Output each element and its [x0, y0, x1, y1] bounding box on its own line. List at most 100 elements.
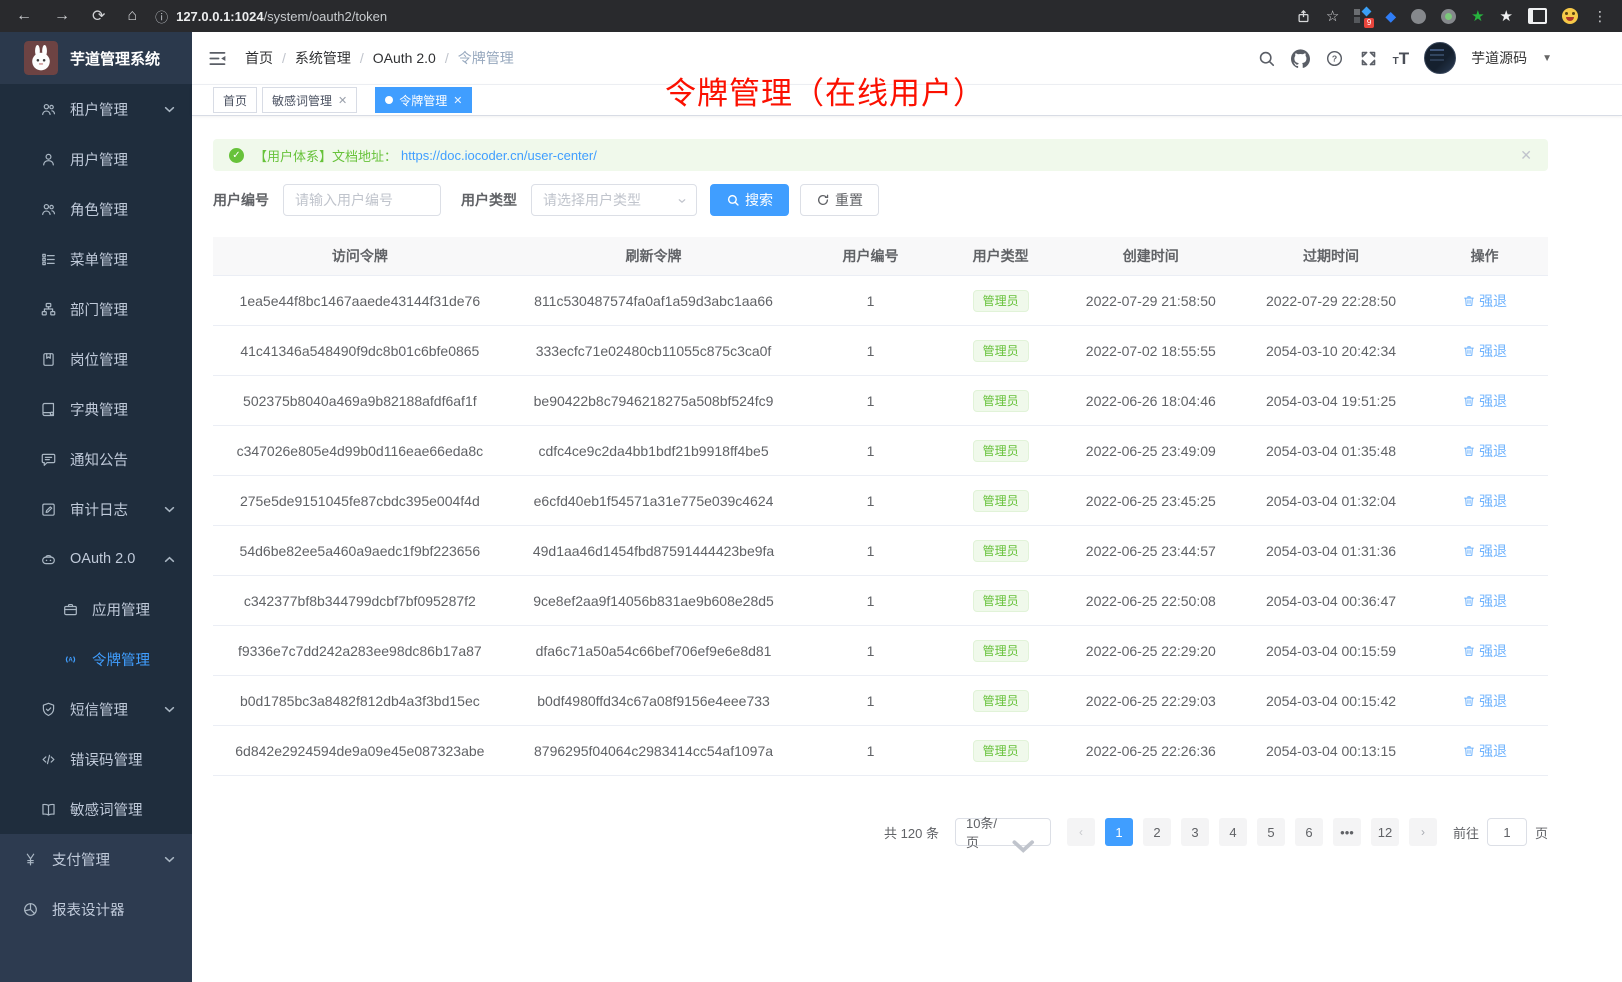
- breadcrumb-item[interactable]: 系统管理: [294, 50, 351, 66]
- browser-forward-button[interactable]: →: [54, 7, 70, 24]
- browser-reload-button[interactable]: ⟳: [92, 8, 106, 25]
- sidebar-item-错误码管理[interactable]: 错误码管理: [0, 734, 192, 784]
- browser-back-button[interactable]: ←: [16, 7, 32, 24]
- sidebar-item-label: 岗位管理: [70, 352, 128, 369]
- force-logout-button[interactable]: 强退: [1462, 591, 1507, 611]
- app-logo[interactable]: 芋道管理系统: [0, 32, 192, 84]
- sidebar-item-字典管理[interactable]: 字典管理: [0, 384, 192, 434]
- sidebar-item-租户管理[interactable]: 租户管理: [0, 84, 192, 134]
- page-button-6[interactable]: 6: [1294, 818, 1323, 846]
- browser-menu-icon[interactable]: ⋮: [1593, 7, 1608, 24]
- address-bar[interactable]: ⓘ 127.0.0.1:1024/system/oauth2/token: [155, 7, 1282, 26]
- page-size-select[interactable]: 10条/页: [954, 816, 1051, 853]
- page-button-2[interactable]: 2: [1142, 818, 1171, 846]
- breadcrumb-separator: /: [444, 50, 449, 66]
- refresh-token-cell: 811c530487574fa0af1a59d3abc1aa66: [506, 275, 801, 326]
- collapse-sidebar-icon[interactable]: [207, 48, 228, 69]
- page-button-12[interactable]: 12: [1370, 818, 1399, 846]
- reset-button[interactable]: 重置: [800, 184, 879, 216]
- more-pages-button[interactable]: •••: [1332, 818, 1361, 846]
- extension-record-icon[interactable]: [1441, 8, 1457, 24]
- extension-dot-icon[interactable]: [1411, 8, 1427, 24]
- force-logout-button[interactable]: 强退: [1462, 541, 1507, 561]
- bookmark-star-icon[interactable]: ☆: [1325, 8, 1340, 25]
- user-id-cell: 1: [800, 725, 941, 776]
- next-page-button[interactable]: ›: [1408, 818, 1437, 846]
- user-id-input[interactable]: [283, 184, 441, 216]
- force-logout-button[interactable]: 强退: [1462, 341, 1507, 361]
- help-icon[interactable]: ?: [1325, 49, 1344, 68]
- chevron-down-icon[interactable]: ▼: [1542, 52, 1552, 64]
- sidebar-item-label: 应用管理: [92, 602, 150, 619]
- page-button-1[interactable]: 1: [1104, 818, 1133, 846]
- sidebar-toggle-icon[interactable]: [1528, 8, 1547, 24]
- github-icon[interactable]: [1290, 48, 1310, 68]
- user-type-cell: 管理员: [940, 625, 1061, 676]
- page-button-4[interactable]: 4: [1218, 818, 1247, 846]
- avatar[interactable]: [1424, 42, 1457, 74]
- profile-emoji-icon[interactable]: [1562, 8, 1578, 24]
- page-button-3[interactable]: 3: [1180, 818, 1209, 846]
- share-icon[interactable]: [1296, 9, 1311, 24]
- force-logout-button[interactable]: 强退: [1462, 291, 1507, 311]
- username[interactable]: 芋道源码: [1471, 50, 1528, 66]
- doc-link[interactable]: https://doc.iocoder.cn/user-center/: [401, 147, 597, 163]
- force-logout-button[interactable]: 强退: [1462, 741, 1507, 761]
- sidebar-item-用户管理[interactable]: 用户管理: [0, 134, 192, 184]
- created-time-cell: 2022-06-25 22:26:36: [1060, 725, 1241, 776]
- trash-icon: [1464, 545, 1474, 556]
- search-icon[interactable]: [1257, 49, 1276, 68]
- tab-令牌管理[interactable]: 令牌管理 ✕: [375, 87, 473, 113]
- sidebar-item-令牌管理[interactable]: A 令牌管理: [0, 634, 192, 684]
- tree-icon: [42, 253, 55, 265]
- browser-home-button[interactable]: ⌂: [127, 7, 138, 24]
- font-size-icon[interactable]: [1393, 50, 1410, 67]
- site-info-icon[interactable]: ⓘ: [155, 9, 169, 25]
- page-unit-label: 页: [1534, 825, 1548, 841]
- green-star-extension-icon[interactable]: ★: [1471, 8, 1485, 25]
- message-icon: [41, 453, 56, 466]
- force-logout-button[interactable]: 强退: [1462, 491, 1507, 511]
- extension-icon[interactable]: 9: [1354, 6, 1375, 28]
- gem-extension-icon[interactable]: ◆: [1385, 7, 1397, 24]
- sidebar-item-部门管理[interactable]: 部门管理: [0, 284, 192, 334]
- sidebar-item-短信管理[interactable]: 短信管理: [0, 684, 192, 734]
- chevron-down-icon: [676, 194, 688, 206]
- sidebar-item-角色管理[interactable]: 角色管理: [0, 184, 192, 234]
- fullscreen-icon[interactable]: [1359, 49, 1378, 68]
- force-logout-button[interactable]: 强退: [1462, 391, 1507, 411]
- page-button-5[interactable]: 5: [1256, 818, 1285, 846]
- tab-label: 敏感词管理: [272, 93, 333, 108]
- breadcrumb-item[interactable]: 首页: [245, 50, 273, 66]
- user-type-tag: 管理员: [972, 489, 1029, 512]
- sidebar-item-敏感词管理[interactable]: 敏感词管理: [0, 784, 192, 834]
- sidebar-item-菜单管理[interactable]: 菜单管理: [0, 234, 192, 284]
- tab-首页[interactable]: 首页: [213, 87, 258, 113]
- access-token-cell: 54d6be82ee5a460a9aedc1f9bf223656: [213, 525, 507, 576]
- sidebar-item-岗位管理[interactable]: 岗位管理: [0, 334, 192, 384]
- user-id-cell: 1: [800, 375, 941, 426]
- sidebar-item-报表设计器[interactable]: 报表设计器: [0, 884, 192, 934]
- white-extension-icon[interactable]: ★: [1499, 8, 1513, 25]
- sidebar-item-支付管理[interactable]: 支付管理: [0, 834, 192, 884]
- tab-敏感词管理[interactable]: 敏感词管理 ✕: [262, 87, 358, 113]
- force-logout-button[interactable]: 强退: [1462, 691, 1507, 711]
- prev-page-button[interactable]: ‹: [1066, 818, 1095, 846]
- tab-close-icon[interactable]: ✕: [453, 94, 463, 107]
- sidebar-item-审计日志[interactable]: 审计日志: [0, 484, 192, 534]
- user-type-select[interactable]: 请选择用户类型: [531, 184, 697, 216]
- sidebar-item-应用管理[interactable]: 应用管理: [0, 584, 192, 634]
- sidebar-item-通知公告[interactable]: 通知公告: [0, 434, 192, 484]
- created-time-cell: 2022-06-25 23:44:57: [1060, 525, 1241, 576]
- sidebar-item-label: 通知公告: [70, 452, 128, 469]
- breadcrumb-item[interactable]: OAuth 2.0: [372, 50, 436, 66]
- alert-close-icon[interactable]: ✕: [1520, 146, 1532, 163]
- sidebar-item-label: 敏感词管理: [70, 802, 143, 819]
- goto-page-input[interactable]: [1486, 818, 1527, 846]
- force-logout-button[interactable]: 强退: [1462, 441, 1507, 461]
- force-logout-button[interactable]: 强退: [1462, 641, 1507, 661]
- tab-close-icon[interactable]: ✕: [338, 94, 348, 107]
- search-button[interactable]: 搜索: [710, 184, 789, 216]
- edit-icon: [42, 503, 55, 516]
- sidebar-item-OAuth 2.0[interactable]: OAuth 2.0: [0, 534, 192, 584]
